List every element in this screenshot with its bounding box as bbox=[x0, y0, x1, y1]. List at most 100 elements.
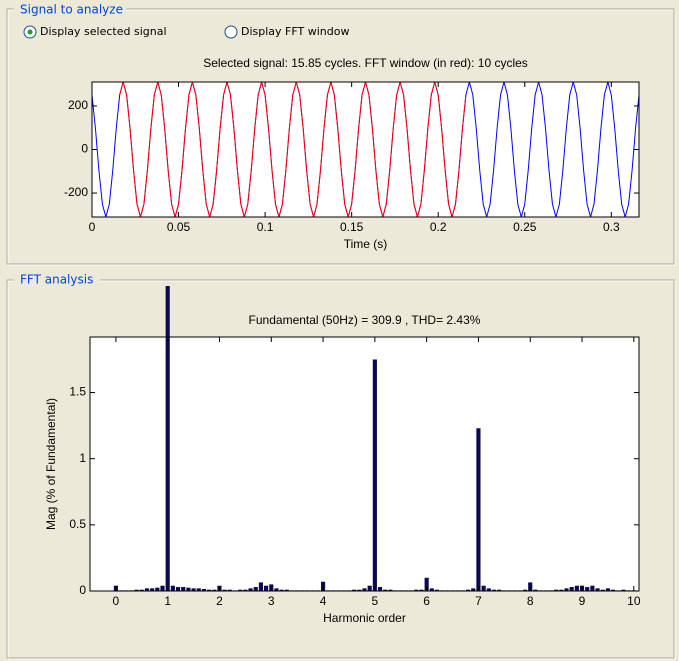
x-tick-label: 4 bbox=[320, 594, 327, 608]
bar bbox=[564, 588, 569, 591]
bar bbox=[134, 589, 139, 591]
bar bbox=[170, 585, 175, 591]
bar bbox=[165, 286, 170, 591]
bar bbox=[569, 587, 574, 591]
bar bbox=[590, 585, 595, 591]
bar bbox=[207, 589, 212, 591]
bar bbox=[196, 588, 201, 591]
x-tick-label: 0.3 bbox=[603, 220, 620, 234]
plot-area bbox=[92, 82, 639, 217]
bar bbox=[139, 589, 144, 591]
bar bbox=[429, 588, 434, 591]
x-tick-label: 2 bbox=[216, 594, 223, 608]
bar bbox=[383, 589, 388, 591]
bar bbox=[595, 588, 600, 591]
bar bbox=[284, 589, 289, 591]
bar bbox=[414, 589, 419, 591]
bar bbox=[201, 589, 207, 591]
x-tick-label: 9 bbox=[579, 594, 586, 608]
bar bbox=[486, 588, 491, 591]
bar bbox=[611, 589, 616, 591]
bar bbox=[227, 589, 232, 591]
bar bbox=[243, 589, 248, 591]
panel-title-bg bbox=[14, 2, 126, 16]
bar bbox=[466, 589, 471, 591]
bar bbox=[362, 588, 367, 591]
bar bbox=[476, 428, 481, 591]
y-axis-label: Mag (% of Fundamental) bbox=[44, 398, 58, 530]
radio-button[interactable]: Display FFT window bbox=[224, 25, 349, 39]
x-tick-label: 6 bbox=[423, 594, 430, 608]
bar bbox=[522, 589, 528, 591]
bar bbox=[238, 589, 243, 591]
bar bbox=[424, 577, 429, 591]
y-tick-label: 200 bbox=[68, 98, 88, 112]
bar bbox=[155, 587, 160, 591]
y-tick-label: -200 bbox=[64, 185, 88, 199]
y-tick-label: 1 bbox=[79, 451, 86, 465]
bar bbox=[264, 585, 269, 591]
bar bbox=[621, 589, 626, 591]
x-tick-label: 5 bbox=[372, 594, 379, 608]
bar bbox=[554, 589, 559, 591]
panel-border bbox=[6, 8, 675, 265]
signal-line bbox=[119, 82, 467, 217]
bar bbox=[533, 589, 538, 591]
bar bbox=[253, 587, 258, 591]
bar bbox=[212, 589, 217, 591]
bar bbox=[352, 589, 357, 591]
bar bbox=[175, 587, 181, 591]
bar bbox=[160, 585, 165, 591]
panel-title: Signal to analyze bbox=[20, 3, 123, 17]
bar bbox=[585, 587, 590, 591]
panel-title-bg bbox=[14, 273, 100, 287]
bar bbox=[191, 588, 196, 591]
x-tick-label: 0 bbox=[113, 594, 120, 608]
bar bbox=[181, 587, 186, 591]
bar bbox=[434, 589, 440, 591]
x-tick-label: 3 bbox=[268, 594, 275, 608]
x-tick-label: 0 bbox=[89, 220, 96, 234]
panel-border-light bbox=[7, 280, 676, 660]
bar bbox=[274, 588, 279, 591]
panel-title: FFT analysis bbox=[20, 273, 93, 287]
chart-title: Fundamental (50Hz) = 309.9 , THD= 2.43% bbox=[249, 313, 481, 327]
bar bbox=[377, 587, 383, 591]
x-tick-label: 0.25 bbox=[513, 220, 537, 234]
y-tick-label: 0 bbox=[81, 142, 88, 156]
bar bbox=[144, 588, 150, 591]
x-tick-label: 1 bbox=[164, 594, 171, 608]
bar bbox=[481, 585, 486, 591]
x-tick-label: 0.2 bbox=[430, 220, 447, 234]
bar bbox=[367, 585, 372, 591]
bar bbox=[357, 589, 362, 591]
bar bbox=[222, 589, 227, 591]
radio-label[interactable]: Display FFT window bbox=[241, 25, 349, 38]
x-tick-label: 0.05 bbox=[167, 220, 191, 234]
x-tick-label: 10 bbox=[627, 594, 641, 608]
bar bbox=[388, 589, 393, 591]
x-tick-label: 8 bbox=[527, 594, 534, 608]
bar bbox=[605, 588, 610, 591]
bar bbox=[497, 589, 502, 591]
radio-button[interactable]: Display selected signal bbox=[23, 25, 167, 39]
bar bbox=[600, 589, 605, 591]
bar bbox=[150, 588, 155, 591]
y-tick-label: 0.5 bbox=[69, 517, 86, 531]
x-axis-label: Time (s) bbox=[344, 237, 388, 251]
panel-border bbox=[6, 279, 675, 659]
plot-area bbox=[90, 337, 639, 591]
bar bbox=[258, 582, 263, 591]
bar bbox=[248, 588, 253, 591]
bar bbox=[471, 588, 476, 591]
x-axis-label: Harmonic order bbox=[323, 611, 406, 625]
radio-label[interactable]: Display selected signal bbox=[40, 25, 167, 38]
chart-title: Selected signal: 15.85 cycles. FFT windo… bbox=[203, 56, 528, 70]
bar bbox=[491, 589, 497, 591]
radio-dot[interactable] bbox=[27, 29, 33, 35]
bar bbox=[574, 585, 579, 591]
bar bbox=[186, 587, 191, 591]
radio-circle[interactable] bbox=[224, 25, 238, 39]
